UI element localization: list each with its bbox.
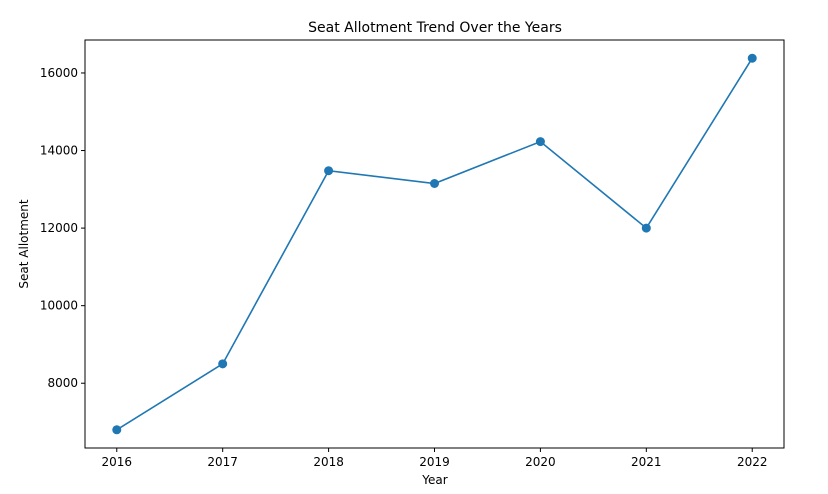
x-tick-label: 2021 — [631, 455, 662, 469]
x-tick-label: 2018 — [313, 455, 344, 469]
y-axis-title: Seat Allotment — [17, 199, 31, 288]
data-point-2017 — [218, 359, 228, 369]
series-points — [112, 53, 757, 435]
data-point-2019 — [430, 178, 439, 188]
data-point-2022 — [747, 53, 757, 63]
data-point-2018 — [324, 166, 334, 176]
y-tick-label: 16000 — [40, 66, 78, 80]
x-axis: 2016 2017 2018 2019 2020 2021 2022 — [101, 448, 768, 469]
data-point-2016 — [112, 425, 122, 435]
x-tick-label: 2017 — [207, 455, 238, 469]
y-tick-label: 8000 — [47, 376, 78, 390]
x-tick-label: 2016 — [101, 455, 132, 469]
x-tick-label: 2020 — [525, 455, 556, 469]
plot-frame — [84, 39, 785, 449]
chart-title: Seat Allotment Trend Over the Years — [308, 20, 562, 36]
x-axis-title: Year — [421, 473, 447, 487]
y-tick-label: 14000 — [40, 144, 78, 158]
data-point-2021 — [641, 223, 651, 233]
y-tick-label: 12000 — [40, 221, 78, 235]
series-line — [116, 57, 753, 431]
y-tick-label: 10000 — [40, 299, 78, 313]
x-tick-label: 2022 — [737, 455, 768, 469]
x-tick-label: 2019 — [419, 455, 450, 469]
data-point-2020 — [535, 137, 545, 147]
plot-area: 2016 2017 2018 2019 2020 2021 2022 8000 10000 12… — [40, 39, 785, 469]
y-axis: 8000 10000 12000 14000 16000 — [40, 66, 85, 390]
